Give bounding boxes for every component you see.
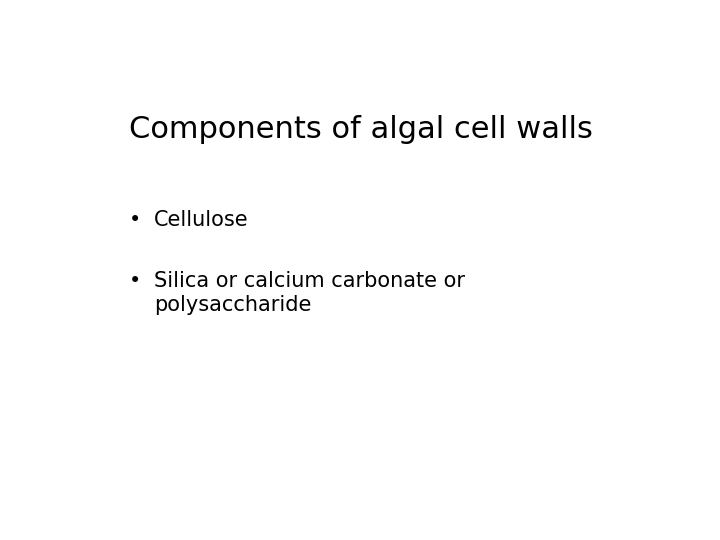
Text: Silica or calcium carbonate or
polysaccharide: Silica or calcium carbonate or polysacch… [154,271,465,315]
Text: •: • [129,210,141,231]
Text: •: • [129,271,141,291]
Text: Components of algal cell walls: Components of algal cell walls [129,114,593,144]
Text: Cellulose: Cellulose [154,210,249,231]
